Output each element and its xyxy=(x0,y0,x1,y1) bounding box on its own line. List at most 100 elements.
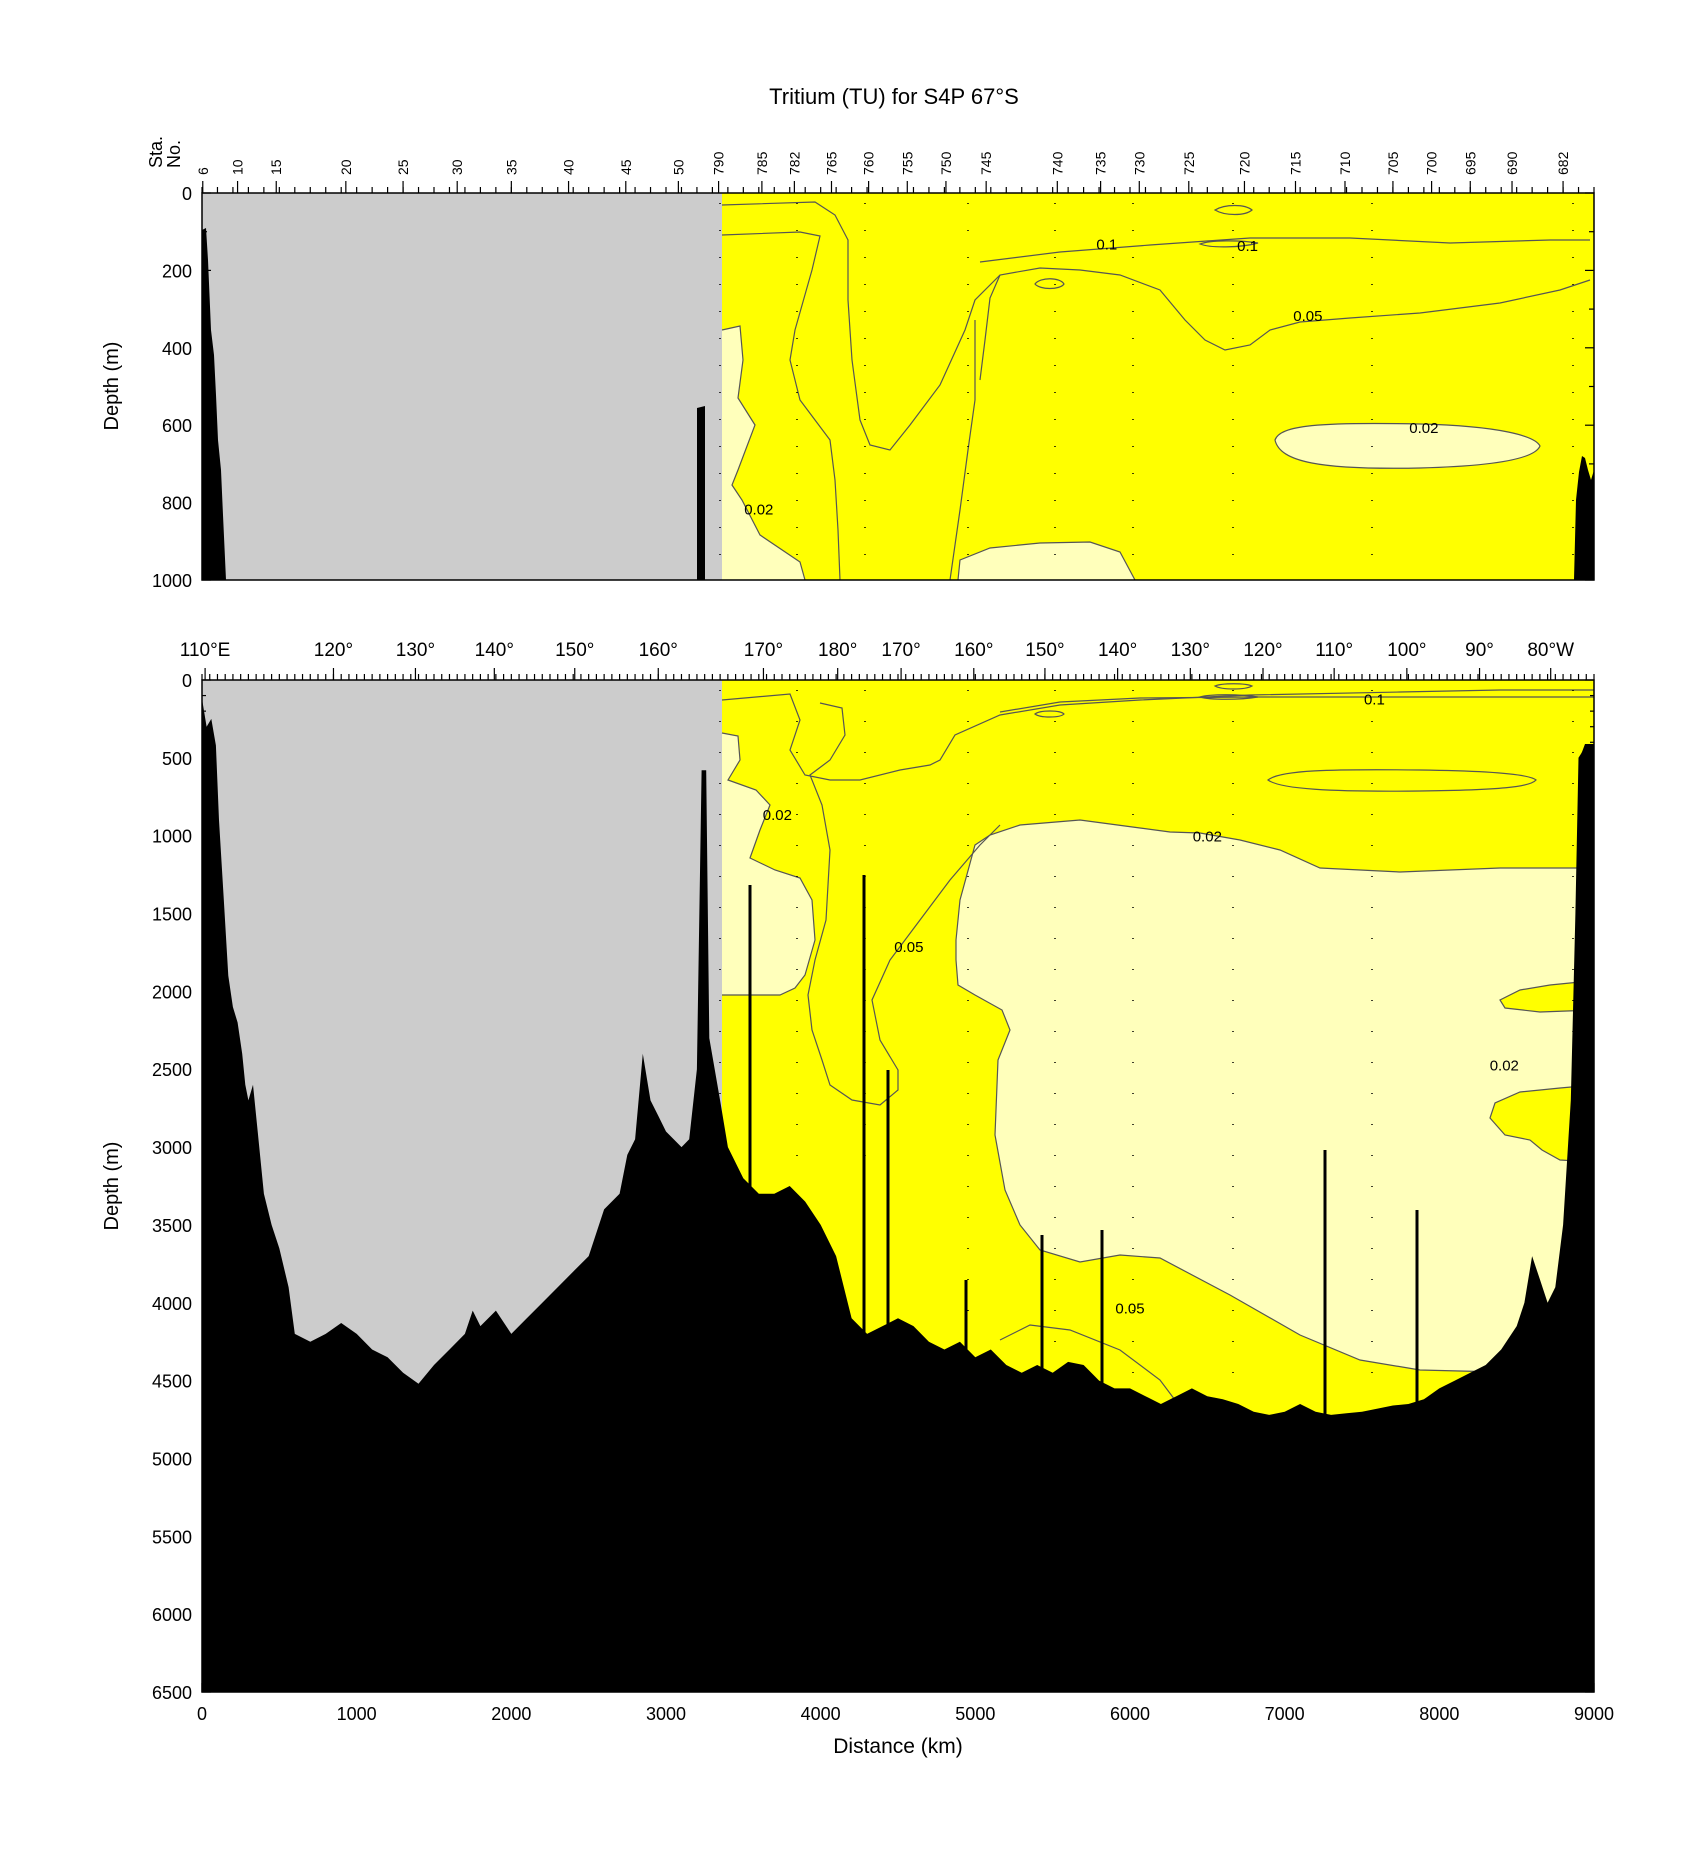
longitude-label: 80°W xyxy=(1527,640,1574,661)
upper-bathymetry-west xyxy=(202,228,226,580)
station-label: 15 xyxy=(268,159,284,175)
lower-contour-labels: 0.1 0.02 0.02 0.05 0.02 0.05 xyxy=(763,692,1519,1318)
upper-panel: 6 10 15 20 25 30 35 40 45 50 790 785 782 765 760 755 750… xyxy=(101,136,1595,591)
upper-y-tick-label: 1000 xyxy=(152,571,192,591)
station-label: 745 xyxy=(978,151,994,175)
lower-band-lt-0.02-main xyxy=(956,820,1594,1372)
station-label: 725 xyxy=(1181,151,1197,175)
contour-label: 0.05 xyxy=(894,939,923,956)
longitude-label: 160° xyxy=(954,640,993,661)
lower-y-tick-label: 1000 xyxy=(152,827,192,847)
lower-y-tick-label: 3500 xyxy=(152,1216,192,1236)
longitude-label: 100° xyxy=(1387,640,1426,661)
x-tick-label: 5000 xyxy=(955,1704,995,1724)
station-label: 700 xyxy=(1424,151,1440,175)
station-label: 750 xyxy=(938,151,954,175)
lower-band-gt-0.02-ellipse xyxy=(1267,769,1537,792)
station-label: 782 xyxy=(786,151,802,175)
lower-y-tick-label: 4000 xyxy=(152,1294,192,1314)
upper-station-tick-axis: 6 10 15 20 25 30 35 40 45 50 790 785 782 765 760 755 750… xyxy=(195,151,1595,193)
longitude-label: 110°E xyxy=(180,640,231,661)
x-axis-label: Distance (km) xyxy=(833,1735,963,1758)
longitude-label: 170° xyxy=(881,640,920,661)
station-label: 715 xyxy=(1287,151,1303,175)
upper-bathymetry-spike xyxy=(697,406,705,580)
station-label: 45 xyxy=(618,159,634,175)
lower-y-tick-label: 1500 xyxy=(152,905,192,925)
lower-bathymetry-spikes xyxy=(748,875,1419,1560)
upper-station-axis-label-no: No. xyxy=(164,140,184,168)
longitude-label: 140° xyxy=(475,640,514,661)
lower-y-tick-label: 3000 xyxy=(152,1138,192,1158)
station-label: 740 xyxy=(1049,151,1065,175)
contour-label: 0.02 xyxy=(763,807,792,824)
station-label: 790 xyxy=(711,151,727,175)
longitude-label: 120° xyxy=(314,640,353,661)
station-label: 695 xyxy=(1462,151,1478,175)
x-tick-label: 6000 xyxy=(1110,1704,1150,1724)
station-label: 705 xyxy=(1385,151,1401,175)
lower-y-axis-label: Depth (m) xyxy=(101,1142,123,1231)
lower-y-tick-label: 2500 xyxy=(152,1060,192,1080)
watermark-line-3: ATLAS xyxy=(1502,1654,1541,1668)
x-axis: 0 1000 2000 3000 4000 5000 6000 7000 8000 9000 xyxy=(197,1683,1614,1724)
station-label: 720 xyxy=(1236,151,1252,175)
x-tick-label: 0 xyxy=(197,1704,207,1724)
longitude-label: 150° xyxy=(555,640,594,661)
upper-y-axis: 0 200 400 600 800 1000 xyxy=(152,184,1594,591)
x-tick-label: 8000 xyxy=(1419,1704,1459,1724)
lower-y-axis: 0 500 1000 1500 2000 2500 3000 3500 4000 4500 5000… xyxy=(152,671,1594,1703)
longitude-label: 170° xyxy=(744,640,783,661)
x-tick-label: 1000 xyxy=(337,1704,377,1724)
upper-station-axis-label-sta: Sta. xyxy=(146,136,166,168)
longitude-label: 140° xyxy=(1098,640,1137,661)
lower-bathymetry-east-wall xyxy=(1560,744,1594,1692)
lower-y-tick-label: 5500 xyxy=(152,1527,192,1547)
contour-label: 0.05 xyxy=(1293,308,1322,325)
station-label: 50 xyxy=(670,159,686,175)
x-tick-label: 9000 xyxy=(1574,1704,1614,1724)
lower-y-tick-label: 4500 xyxy=(152,1372,192,1392)
x-tick-label: 4000 xyxy=(801,1704,841,1724)
contour-label: 0.02 xyxy=(1490,1058,1519,1075)
longitude-label: 90° xyxy=(1465,640,1494,661)
longitude-label: 180° xyxy=(818,640,857,661)
contour-label: 0.1 xyxy=(1237,238,1258,255)
longitude-label: 150° xyxy=(1025,640,1064,661)
lower-y-tick-label: 5000 xyxy=(152,1449,192,1469)
x-tick-label: 3000 xyxy=(646,1704,686,1724)
station-label: 735 xyxy=(1093,151,1109,175)
station-label: 682 xyxy=(1555,151,1571,175)
station-label: 785 xyxy=(754,151,770,175)
longitude-label: 120° xyxy=(1243,640,1282,661)
station-label: 710 xyxy=(1337,151,1353,175)
station-label: 690 xyxy=(1504,151,1520,175)
upper-y-tick-label: 200 xyxy=(162,261,192,281)
upper-y-tick-label: 800 xyxy=(162,494,192,514)
station-label: 730 xyxy=(1131,151,1147,175)
chart-title: Tritium (TU) for S4P 67°S xyxy=(769,84,1019,109)
longitude-label: 130° xyxy=(396,640,435,661)
longitude-label: 110° xyxy=(1315,640,1353,661)
station-label: 30 xyxy=(449,159,465,175)
station-label: 10 xyxy=(230,159,246,175)
upper-band-lt-0.02-west xyxy=(722,326,805,580)
watermark-line-2: HYDROGRAPHIC xyxy=(1473,1631,1572,1645)
upper-no-data-region xyxy=(202,193,722,580)
upper-band-lt-0.02-middle xyxy=(958,542,1135,580)
contour-label: 0.02 xyxy=(1193,829,1222,846)
x-tick-label: 2000 xyxy=(491,1704,531,1724)
station-label: 40 xyxy=(561,159,577,175)
lower-band-lt-0.02-west xyxy=(722,733,815,995)
contour-label: 0.1 xyxy=(1096,236,1117,253)
upper-contour-labels: 0.1 0.1 0.05 0.02 0.02 xyxy=(744,236,1438,518)
station-label: 20 xyxy=(338,159,354,175)
contour-label: 0.1 xyxy=(1364,692,1385,709)
lower-y-tick-label: 500 xyxy=(162,749,192,769)
station-label: 35 xyxy=(503,159,519,175)
station-label: 765 xyxy=(823,151,839,175)
contour-label: 0.02 xyxy=(744,501,773,518)
upper-contour-lines xyxy=(721,201,1591,580)
lower-panel: 110°E 120° 130° 140° 150° 160° 170° 180° 170° 160… xyxy=(101,640,1614,1758)
